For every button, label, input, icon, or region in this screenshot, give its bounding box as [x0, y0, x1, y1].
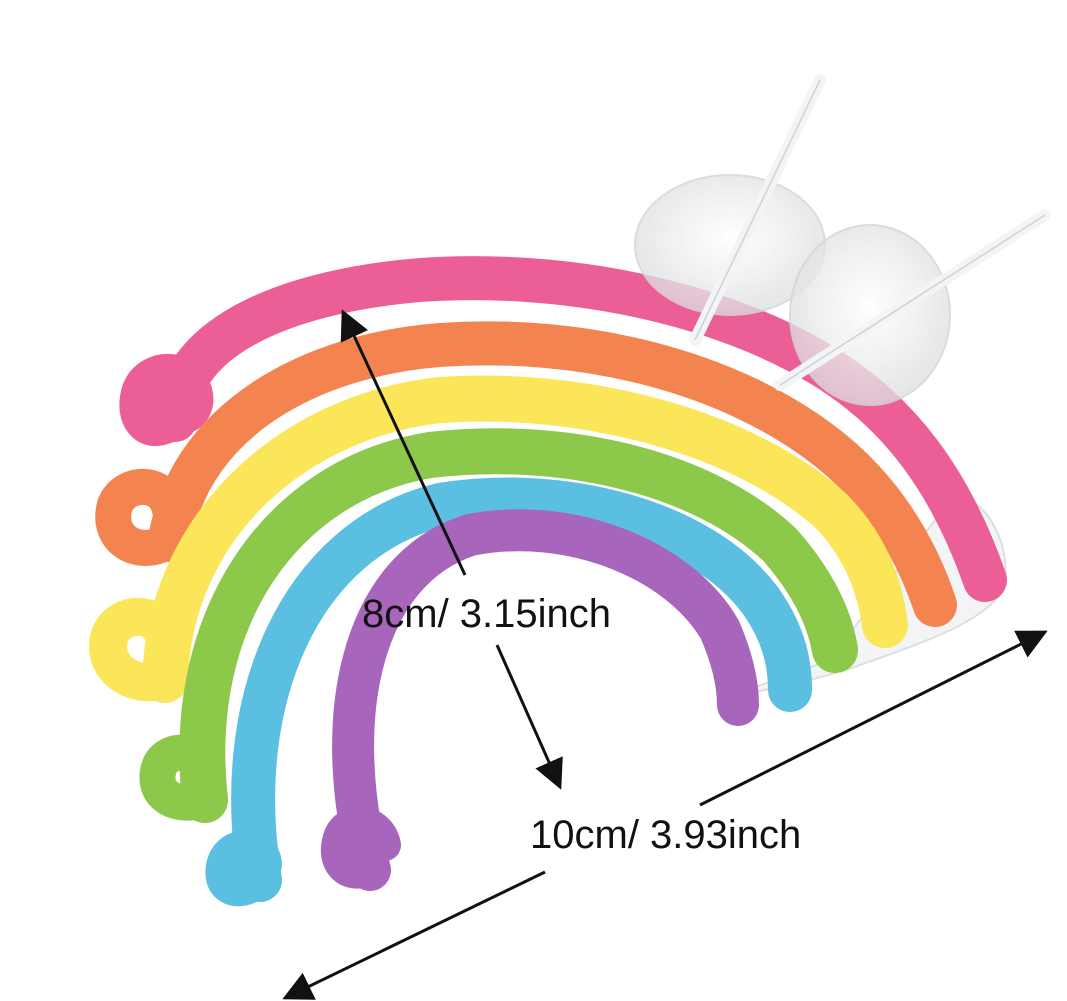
yellow-curl: [89, 597, 184, 702]
green-curl: [139, 734, 223, 821]
green-arc: [179, 428, 858, 823]
height-arrow-upper: [340, 309, 467, 576]
height-arrow-lower: [495, 644, 563, 790]
blue-arc: [231, 477, 812, 902]
stick-1-edge: [694, 79, 821, 341]
orange-curl: [95, 468, 188, 566]
measurement-arrows: [282, 309, 1048, 1000]
width-arrow-right: [699, 630, 1048, 807]
pink-arc: [153, 256, 1007, 602]
width-measurement-label: 10cm/ 3.93inch: [530, 813, 802, 857]
orange-arc: [148, 321, 957, 627]
pink-curl: [119, 353, 214, 446]
stick-2-edge: [779, 214, 1046, 386]
topper-sticks: [634, 74, 1051, 406]
width-arrow-left: [282, 870, 546, 1000]
rainbow-arcs: [89, 256, 1007, 907]
purple-arc: [332, 509, 759, 891]
height-measurement-label: 8cm/ 3.15inch: [362, 592, 612, 636]
blue-curl: [205, 830, 282, 907]
purple-curl: [320, 806, 401, 889]
yellow-arc: [142, 375, 908, 703]
stick-disc-2: [789, 224, 951, 406]
